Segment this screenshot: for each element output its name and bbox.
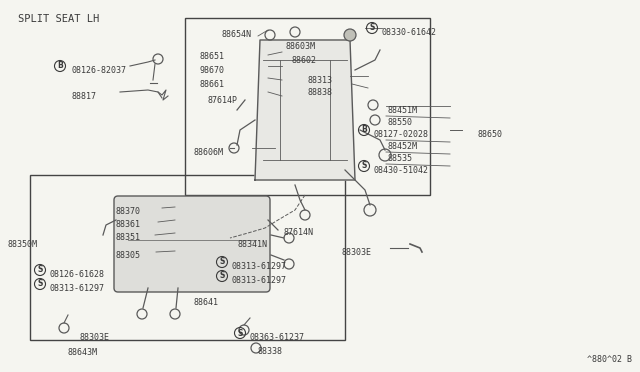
Text: S: S: [220, 257, 225, 266]
Text: 88303E: 88303E: [342, 248, 372, 257]
Text: 88338: 88338: [258, 347, 283, 356]
Text: S: S: [37, 266, 43, 275]
Text: 88650: 88650: [478, 130, 503, 139]
FancyBboxPatch shape: [114, 196, 270, 292]
Text: 88370: 88370: [116, 207, 141, 216]
Text: 88838: 88838: [308, 88, 333, 97]
Text: 87614P: 87614P: [207, 96, 237, 105]
Text: S: S: [362, 161, 367, 170]
Text: 88305: 88305: [116, 251, 141, 260]
Text: 08126-82037: 08126-82037: [72, 66, 127, 75]
Text: 88313: 88313: [308, 76, 333, 85]
Text: 88341N: 88341N: [238, 240, 268, 249]
Text: ^880^02 B: ^880^02 B: [587, 355, 632, 364]
Polygon shape: [255, 40, 355, 180]
Text: 88641: 88641: [194, 298, 219, 307]
Text: 88351: 88351: [116, 233, 141, 242]
Text: 08313-61297: 08313-61297: [232, 262, 287, 271]
Text: 08313-61297: 08313-61297: [50, 284, 105, 293]
Text: 88606M: 88606M: [193, 148, 223, 157]
Text: 88661: 88661: [200, 80, 225, 89]
Text: 88651: 88651: [200, 52, 225, 61]
Text: 08330-61642: 08330-61642: [382, 28, 437, 37]
Text: 88817: 88817: [72, 92, 97, 101]
Text: S: S: [237, 328, 243, 337]
Text: S: S: [37, 279, 43, 289]
Text: 88303E: 88303E: [80, 333, 110, 342]
Text: B: B: [57, 61, 63, 71]
Text: B: B: [361, 125, 367, 135]
Text: 08127-02028: 08127-02028: [374, 130, 429, 139]
Text: 88654N: 88654N: [222, 30, 252, 39]
Text: 88550: 88550: [388, 118, 413, 127]
Text: 08313-61297: 08313-61297: [232, 276, 287, 285]
Text: 88602: 88602: [292, 56, 317, 65]
Bar: [185, 18, 430, 195]
Text: 98670: 98670: [200, 66, 225, 75]
Text: 08126-61628: 08126-61628: [50, 270, 105, 279]
Text: 88361: 88361: [116, 220, 141, 229]
Circle shape: [344, 29, 356, 41]
Text: 88452M: 88452M: [388, 142, 418, 151]
Text: S: S: [369, 23, 374, 32]
Text: 88350M: 88350M: [8, 240, 38, 249]
Bar: [30, 175, 345, 340]
Text: 88451M: 88451M: [388, 106, 418, 115]
Text: 88535: 88535: [388, 154, 413, 163]
Text: 08363-61237: 08363-61237: [250, 333, 305, 342]
Text: SPLIT SEAT LH: SPLIT SEAT LH: [18, 14, 99, 24]
Text: 88603M: 88603M: [285, 42, 315, 51]
Text: 88643M: 88643M: [68, 348, 98, 357]
Text: S: S: [220, 272, 225, 280]
Text: 87614N: 87614N: [284, 228, 314, 237]
Text: 08430-51042: 08430-51042: [374, 166, 429, 175]
